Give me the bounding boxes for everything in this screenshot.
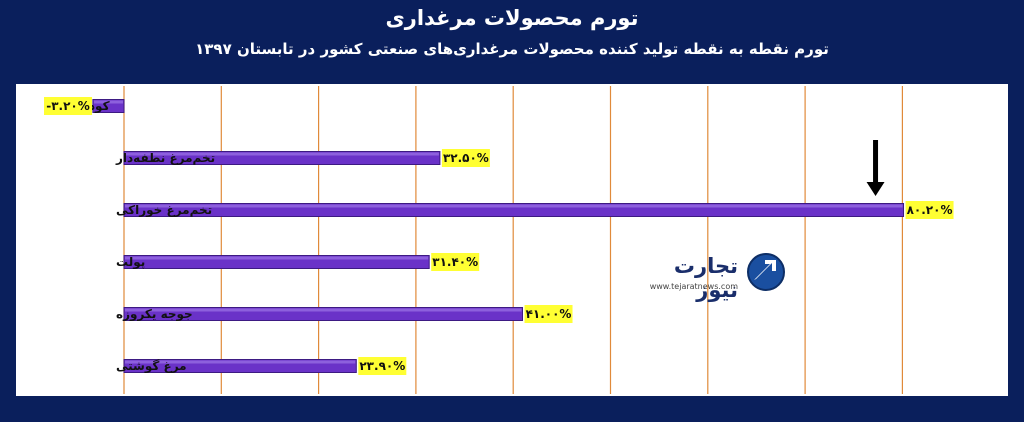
down-arrow-icon	[866, 182, 885, 196]
value-label: ۳۱.۴۰%	[432, 255, 478, 269]
value-label-bg	[358, 357, 407, 375]
logo-url: www.tejaratnews.com	[649, 282, 738, 291]
plot-panel: کود -۳.۲۰% تخم‌مرغ نطفه‌دار ۳۲.۵۰% تخم‌مرغ خ…	[16, 84, 1008, 396]
bar-highlight	[125, 204, 903, 208]
value-label: ۸۰.۲۰%	[907, 203, 953, 217]
bar-highlight	[125, 360, 356, 364]
value-label: ۲۳.۹۰%	[359, 359, 405, 373]
logo-mark-icon	[747, 253, 785, 291]
bar-highlight	[93, 100, 123, 104]
value-label: ۴۱.۰۰%	[526, 307, 572, 321]
tejarat-news-logo: تجارت نیوز www.tejaratnews.com	[628, 250, 788, 302]
value-label-bg	[524, 305, 573, 323]
value-label: ۳۲.۵۰%	[443, 151, 489, 165]
value-label-bg	[44, 97, 92, 115]
bar-chart: کود-۳.۲۰% تخم‌مرغ نطفه‌دار ۳۲.۵۰% تخم‌مرغ خ…	[44, 86, 954, 394]
value-label: -۳.۲۰%	[46, 99, 90, 113]
value-label-bg	[905, 201, 954, 219]
chart-subtitle: تورم نقطه به نقطه تولید کننده محصولات مر…	[195, 40, 829, 58]
category-label: تخم‌مرغ نطفه‌دار	[115, 151, 215, 165]
logo-text: تجارت نیوز	[673, 254, 738, 302]
category-label: جوجه یکروزه	[116, 307, 193, 322]
bar-highlight	[125, 152, 439, 156]
category-label: پولت	[116, 255, 145, 270]
category-label: کود	[89, 99, 110, 114]
category-label: مرغ گوشتی	[116, 359, 187, 374]
category-label: تخم‌مرغ خوراکی	[116, 203, 212, 218]
value-label-bg	[441, 149, 490, 167]
bar-highlight	[125, 308, 522, 312]
bar-highlight	[125, 256, 429, 260]
chart-title: تورم محصولات مرغداری	[385, 6, 639, 30]
value-label-bg	[431, 253, 480, 271]
